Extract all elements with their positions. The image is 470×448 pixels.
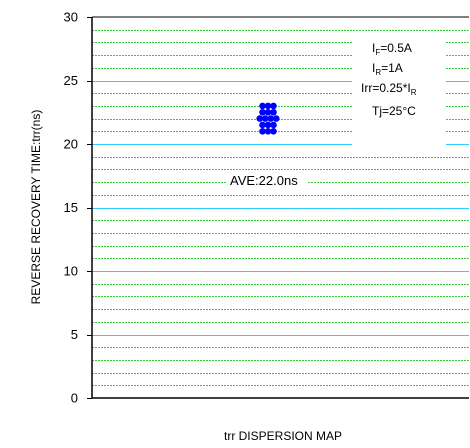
data-point [264, 128, 272, 135]
data-point [259, 121, 266, 129]
y-ticks: 0 5 10 15 20 25 30 [64, 10, 92, 406]
data-point [270, 121, 277, 129]
y-tick-label: 20 [64, 137, 78, 152]
ave-label: AVE:22.0ns [230, 173, 298, 188]
data-point [259, 108, 266, 116]
data-points [256, 102, 280, 135]
data-point [264, 108, 272, 116]
data-point [256, 115, 264, 122]
y-tick-label: 25 [64, 73, 78, 88]
data-point [259, 128, 266, 135]
data-point [272, 115, 280, 122]
x-axis-label: trr DISPERSION MAP [224, 429, 342, 443]
conditions-box-bg [352, 33, 446, 147]
condition-tj: Tj=25°C [372, 104, 416, 118]
data-point [267, 115, 275, 122]
y-tick-label: 30 [64, 10, 78, 25]
y-axis-label: REVERSE RECOVERY TIME:trr(ns) [29, 110, 43, 305]
y-tick-label: 0 [71, 391, 78, 406]
y-tick-label: 10 [64, 264, 78, 279]
condition-if: IF=0.5A [372, 41, 412, 57]
data-point [270, 128, 277, 135]
y-tick-label: 15 [64, 200, 78, 215]
y-tick-label: 5 [71, 327, 78, 342]
major-grid [92, 81, 469, 336]
data-point [264, 121, 272, 129]
data-point [261, 115, 269, 122]
ave-label-bg [226, 170, 308, 190]
data-point [270, 108, 277, 116]
data-point [259, 102, 266, 110]
data-point [264, 102, 272, 110]
condition-irr: Irr=0.25*IR [361, 81, 417, 97]
data-point [270, 102, 277, 110]
condition-ir: IR=1A [372, 61, 403, 77]
